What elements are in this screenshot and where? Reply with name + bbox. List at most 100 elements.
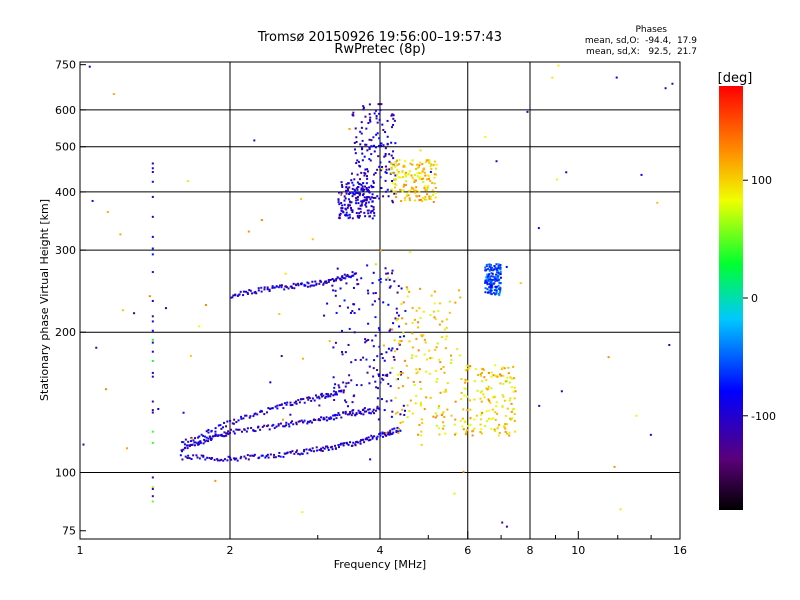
echo-point (346, 183, 348, 185)
echo-point (255, 430, 257, 432)
echo-point (348, 344, 350, 346)
echo-point (257, 426, 259, 428)
echo-point (276, 286, 278, 288)
echo-point (480, 375, 482, 377)
phases-mean-sd-x: mean, sd,X: 92.5, 21.7 (586, 47, 697, 57)
echo-point (426, 193, 428, 195)
echo-point (429, 180, 431, 182)
echo-point (419, 381, 421, 383)
echo-point (350, 312, 352, 314)
echo-point (279, 404, 281, 406)
echo-point (356, 141, 358, 143)
echo-point (344, 299, 346, 301)
echo-point (500, 273, 502, 275)
echo-point (490, 293, 492, 295)
echo-point (402, 176, 404, 178)
echo-point (353, 287, 355, 289)
echo-point (380, 250, 382, 252)
echo-point (347, 307, 349, 309)
echo-point (293, 283, 295, 285)
echo-point (496, 413, 498, 415)
echo-point (417, 321, 419, 323)
echo-point (514, 397, 516, 399)
echo-point (392, 165, 394, 167)
echo-point (215, 427, 217, 429)
echo-point (234, 432, 236, 434)
echo-point (401, 409, 403, 411)
echo-point (326, 303, 328, 305)
echo-point (363, 175, 365, 177)
echo-point (367, 170, 369, 172)
echo-point (506, 423, 508, 425)
echo-point (385, 279, 387, 281)
echo-point (415, 395, 417, 397)
echo-point (382, 129, 384, 131)
echo-point (393, 193, 395, 195)
echo-point (441, 320, 443, 322)
echo-point (440, 368, 442, 370)
echo-point (473, 399, 475, 401)
echo-point (341, 275, 343, 277)
echo-point (373, 206, 375, 208)
echo-point (346, 193, 348, 195)
echo-point (485, 276, 487, 278)
echo-point (107, 211, 109, 213)
echo-point (152, 181, 154, 183)
echo-point (490, 387, 492, 389)
echo-point (382, 374, 384, 376)
echo-point (391, 180, 393, 182)
echo-point (386, 400, 388, 402)
echo-point (369, 117, 371, 119)
echo-point (310, 400, 312, 402)
echo-point (345, 382, 347, 384)
echo-point (486, 388, 488, 390)
echo-point (404, 410, 406, 412)
echo-point (302, 398, 304, 400)
echo-point (349, 441, 351, 443)
echo-point (392, 201, 394, 203)
echo-point (455, 401, 457, 403)
echo-point (364, 407, 366, 409)
echo-point (389, 430, 391, 432)
echo-point (408, 340, 410, 342)
echo-point (472, 430, 474, 432)
echo-point (355, 202, 357, 204)
echo-point (423, 187, 425, 189)
echo-point (214, 435, 216, 437)
echo-point (466, 409, 468, 411)
echo-point (378, 373, 380, 375)
echo-point (152, 253, 154, 255)
echo-point (403, 186, 405, 188)
echo-point (186, 457, 188, 459)
echo-point (342, 353, 344, 355)
echo-point (184, 447, 186, 449)
echo-point (360, 189, 362, 191)
echo-point (345, 186, 347, 188)
echo-point (426, 178, 428, 180)
echo-point (352, 217, 354, 219)
echo-point (395, 196, 397, 198)
echo-point (355, 444, 357, 446)
echo-point (490, 275, 492, 277)
echo-point (113, 93, 115, 95)
echo-point (335, 417, 337, 419)
chart-title-line2: RwPretec (8p) (334, 42, 425, 57)
echo-point (260, 287, 262, 289)
echo-point (446, 327, 448, 329)
echo-point (217, 459, 219, 461)
echo-point (446, 409, 448, 411)
echo-point (357, 174, 359, 176)
echo-point (402, 189, 404, 191)
echo-point (404, 173, 406, 175)
echo-point (313, 285, 315, 287)
echo-point (190, 440, 192, 442)
echo-point (275, 456, 277, 458)
echo-point (616, 77, 618, 79)
echo-point (495, 405, 497, 407)
echo-point (202, 456, 204, 458)
echo-point (435, 187, 437, 189)
echo-point (404, 160, 406, 162)
echo-point (506, 526, 508, 528)
echo-point (152, 360, 154, 362)
echo-point (222, 460, 224, 462)
